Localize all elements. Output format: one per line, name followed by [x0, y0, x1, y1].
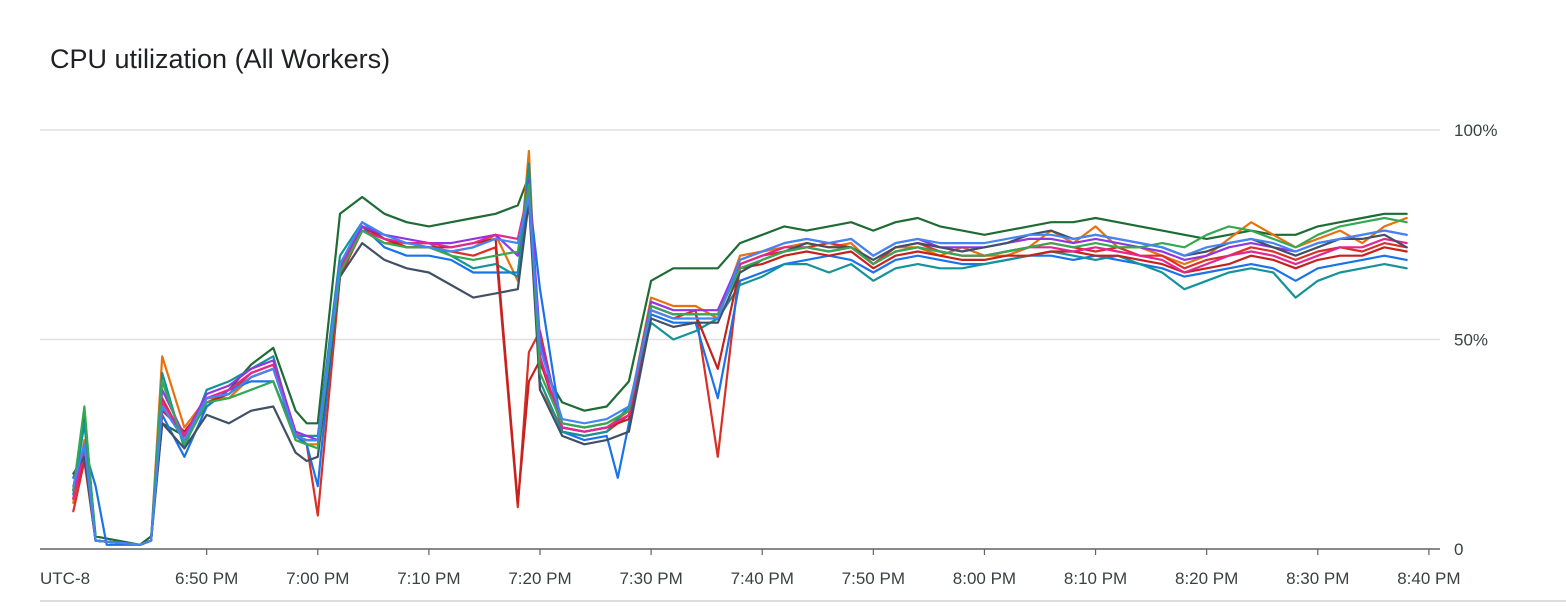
series-line-3	[72, 229, 1408, 546]
gridlines	[40, 129, 1440, 341]
series-line-1	[72, 175, 1408, 546]
series-line-5	[72, 162, 1408, 546]
x-tick-label: 7:30 PM	[619, 569, 682, 588]
x-tick-label: 7:00 PM	[286, 569, 349, 588]
y-tick-label: 0	[1454, 540, 1463, 559]
x-tick-label: 8:00 PM	[953, 569, 1016, 588]
series-line-7	[72, 179, 1408, 546]
series-line-4	[72, 191, 1408, 546]
x-tick-label: 8:30 PM	[1286, 569, 1349, 588]
x-tick-label: 8:20 PM	[1175, 569, 1238, 588]
y-tick-label: 50%	[1454, 331, 1488, 350]
y-tick-label: 100%	[1454, 121, 1497, 140]
x-tick-label: 6:50 PM	[175, 569, 238, 588]
series-line-10	[72, 183, 1408, 546]
x-tick-label: 7:50 PM	[842, 569, 905, 588]
x-tick-label: 7:20 PM	[508, 569, 571, 588]
series-line-11	[72, 195, 1408, 546]
x-tick-label: 7:10 PM	[397, 569, 460, 588]
axis-layer: 0 50% 100% UTC-8 6:50 PM 7:00 PM 7:10 PM 7:20 P…	[40, 121, 1497, 588]
series-line-9	[72, 200, 1408, 546]
x-tick-label: 8:10 PM	[1064, 569, 1127, 588]
x-tick-label: 8:40 PM	[1397, 569, 1460, 588]
timezone-label: UTC-8	[40, 569, 90, 588]
bottom-divider	[40, 600, 1566, 602]
series-layer	[72, 149, 1408, 546]
x-tick-label: 7:40 PM	[731, 569, 794, 588]
chart-title: CPU utilization (All Workers)	[50, 44, 391, 74]
